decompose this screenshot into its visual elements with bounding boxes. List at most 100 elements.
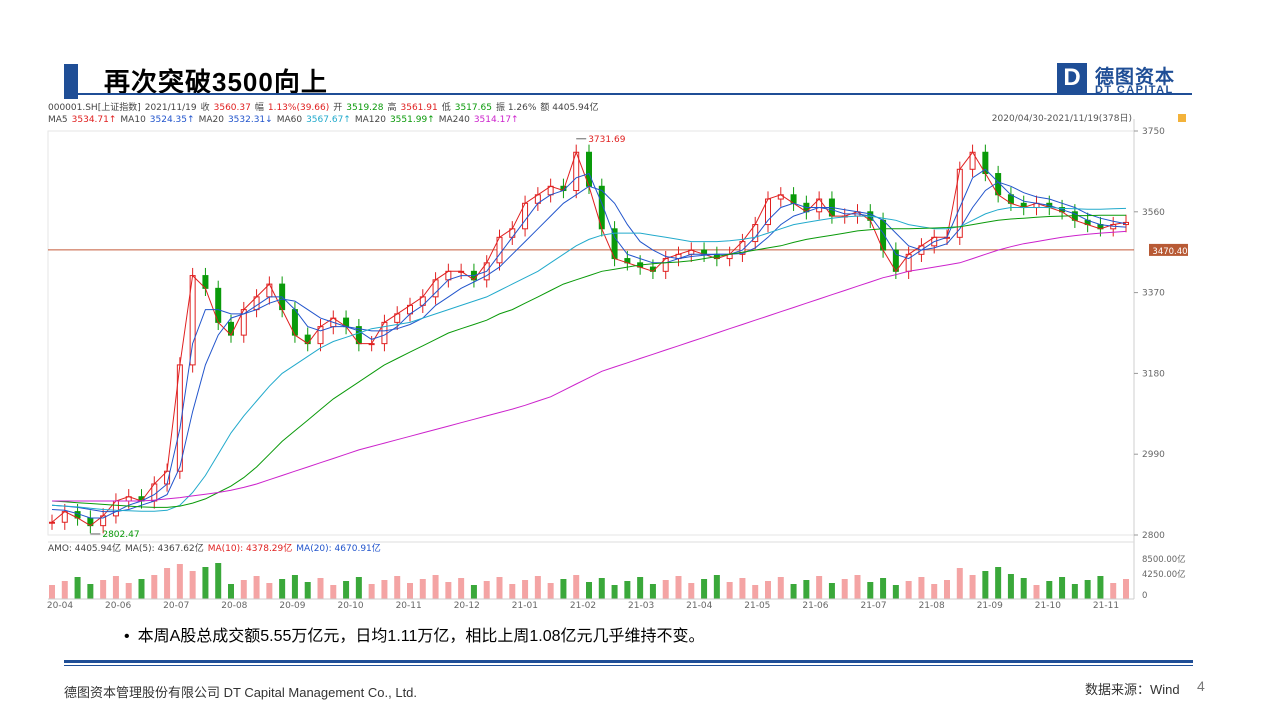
period-label: 2020/04/30-2021/11/19(378日) (992, 113, 1132, 124)
volume-tick-label: 8500.00亿 (1142, 554, 1186, 565)
volume-field-2: MA(10): 4378.29亿 (208, 542, 293, 554)
volume-bar (675, 576, 682, 599)
volume-bar (112, 576, 119, 599)
x-tick-label: 21-09 (977, 601, 1003, 610)
volume-bar (189, 571, 196, 599)
x-tick-label: 21-10 (1035, 601, 1061, 610)
quote-field-1: 2021/11/19 (145, 103, 197, 113)
volume-bar (701, 579, 708, 599)
volume-bar (151, 575, 158, 599)
volume-bar (266, 583, 273, 599)
volume-bar (368, 584, 375, 599)
volume-bar (867, 582, 874, 599)
x-tick-label: 21-04 (686, 601, 712, 610)
volume-bar (381, 580, 388, 599)
y-tick-label: 3560 (1142, 208, 1165, 218)
volume-bar (228, 584, 234, 599)
volume-bar (790, 584, 797, 599)
volume-bar (1020, 578, 1027, 599)
volume-bar (483, 581, 490, 599)
volume-bar (215, 563, 222, 599)
volume-bar (164, 568, 171, 599)
series-line-ma5 (51, 150, 1127, 527)
volume-bar (982, 571, 989, 599)
volume-bar (586, 582, 592, 599)
volume-bar (726, 582, 733, 599)
logo-chinese-name: 德图资本 (1095, 67, 1176, 88)
volume-bar (573, 575, 580, 599)
volume-bar (202, 567, 209, 599)
ma-field-9: 3551.99↑ (390, 115, 435, 125)
quote-field-3: 3560.37 (214, 103, 251, 113)
ma-field-4: MA20 (199, 115, 225, 125)
x-tick-label: 20-11 (396, 601, 422, 610)
volume-bar (355, 577, 362, 599)
volume-bar (944, 580, 950, 599)
volume-field-0: AMO: 4405.94亿 (48, 542, 121, 554)
x-tick-label: 20-04 (47, 601, 73, 610)
quote-field-8: 高 (387, 101, 396, 113)
footer-divider-thick (64, 660, 1193, 663)
volume-bar (752, 585, 759, 599)
volume-bar (522, 580, 529, 599)
page-number: 4 (1197, 678, 1205, 694)
volume-bar (407, 583, 413, 599)
series-line-ma120 (51, 214, 1126, 508)
series-line-ma20 (51, 181, 1127, 513)
volume-bar (649, 584, 656, 599)
volume-bar (1097, 576, 1104, 599)
volume-bar (688, 583, 695, 599)
volume-bar (49, 585, 55, 599)
quote-field-4: 幅 (255, 101, 264, 113)
volume-bar (918, 577, 925, 599)
ma-field-6: MA60 (277, 115, 303, 125)
volume-bar (956, 568, 963, 599)
volume-bar (765, 581, 771, 599)
ma-field-7: 3567.67↑ (306, 115, 351, 125)
x-tick-label: 21-03 (628, 601, 654, 610)
y-tick-label: 3370 (1142, 289, 1165, 299)
x-tick-label: 21-05 (744, 601, 770, 610)
volume-bar (87, 584, 94, 599)
volume-bar (777, 577, 784, 599)
volume-bar (291, 575, 298, 599)
volume-bar (253, 576, 260, 599)
volume-bar (739, 578, 746, 599)
volume-bar (841, 579, 848, 599)
quote-field-6: 开 (333, 102, 342, 113)
logo-mark: D (1057, 63, 1087, 93)
x-tick-label: 20-07 (163, 601, 189, 610)
volume-bar (892, 585, 899, 599)
x-tick-label: 20-09 (279, 601, 305, 610)
volume-bar (534, 576, 541, 599)
volume-field-3: MA(20): 4670.91亿 (296, 542, 381, 554)
volume-bar (509, 584, 516, 599)
ma-field-1: 3534.71↑ (72, 115, 117, 125)
chart-svg: 000001.SH[上证指数] 2021/11/19 收 3560.37 幅 1.13%(… (47, 101, 1188, 610)
y-tick-label: 3180 (1142, 369, 1165, 379)
volume-tick-label: 0 (1142, 591, 1147, 601)
volume-bar (304, 582, 311, 599)
page-title: 再次突破3500向上 (104, 67, 328, 97)
ma-field-5: 3532.31↓ (228, 115, 273, 125)
volume-bar (330, 585, 337, 599)
volume-bar (445, 582, 452, 599)
settings-icon (1178, 114, 1186, 122)
x-tick-label: 20-12 (454, 601, 480, 610)
price-tag-box (1149, 243, 1188, 256)
data-source: 数据来源：Wind (1085, 682, 1180, 697)
summary-bullet: • 本周A股总成交额5.55万亿元，日均1.11万亿，相比上周1.08亿元几乎维持… (124, 622, 705, 646)
logo-english-name: DT CAPITAL (1095, 84, 1174, 96)
volume-bar (547, 583, 554, 599)
volume-bar (1046, 581, 1053, 599)
volume-bar (176, 564, 183, 599)
ma-field-2: MA10 (120, 115, 146, 125)
volume-bar (1033, 585, 1040, 599)
volume-bar (662, 580, 669, 599)
x-tick-label: 21-08 (919, 601, 945, 610)
volume-bar (637, 577, 644, 599)
quote-field-7: 3519.28 (346, 103, 383, 113)
volume-bar (816, 576, 823, 599)
y-tick-label: 2800 (1142, 531, 1165, 541)
volume-bar (74, 577, 81, 599)
